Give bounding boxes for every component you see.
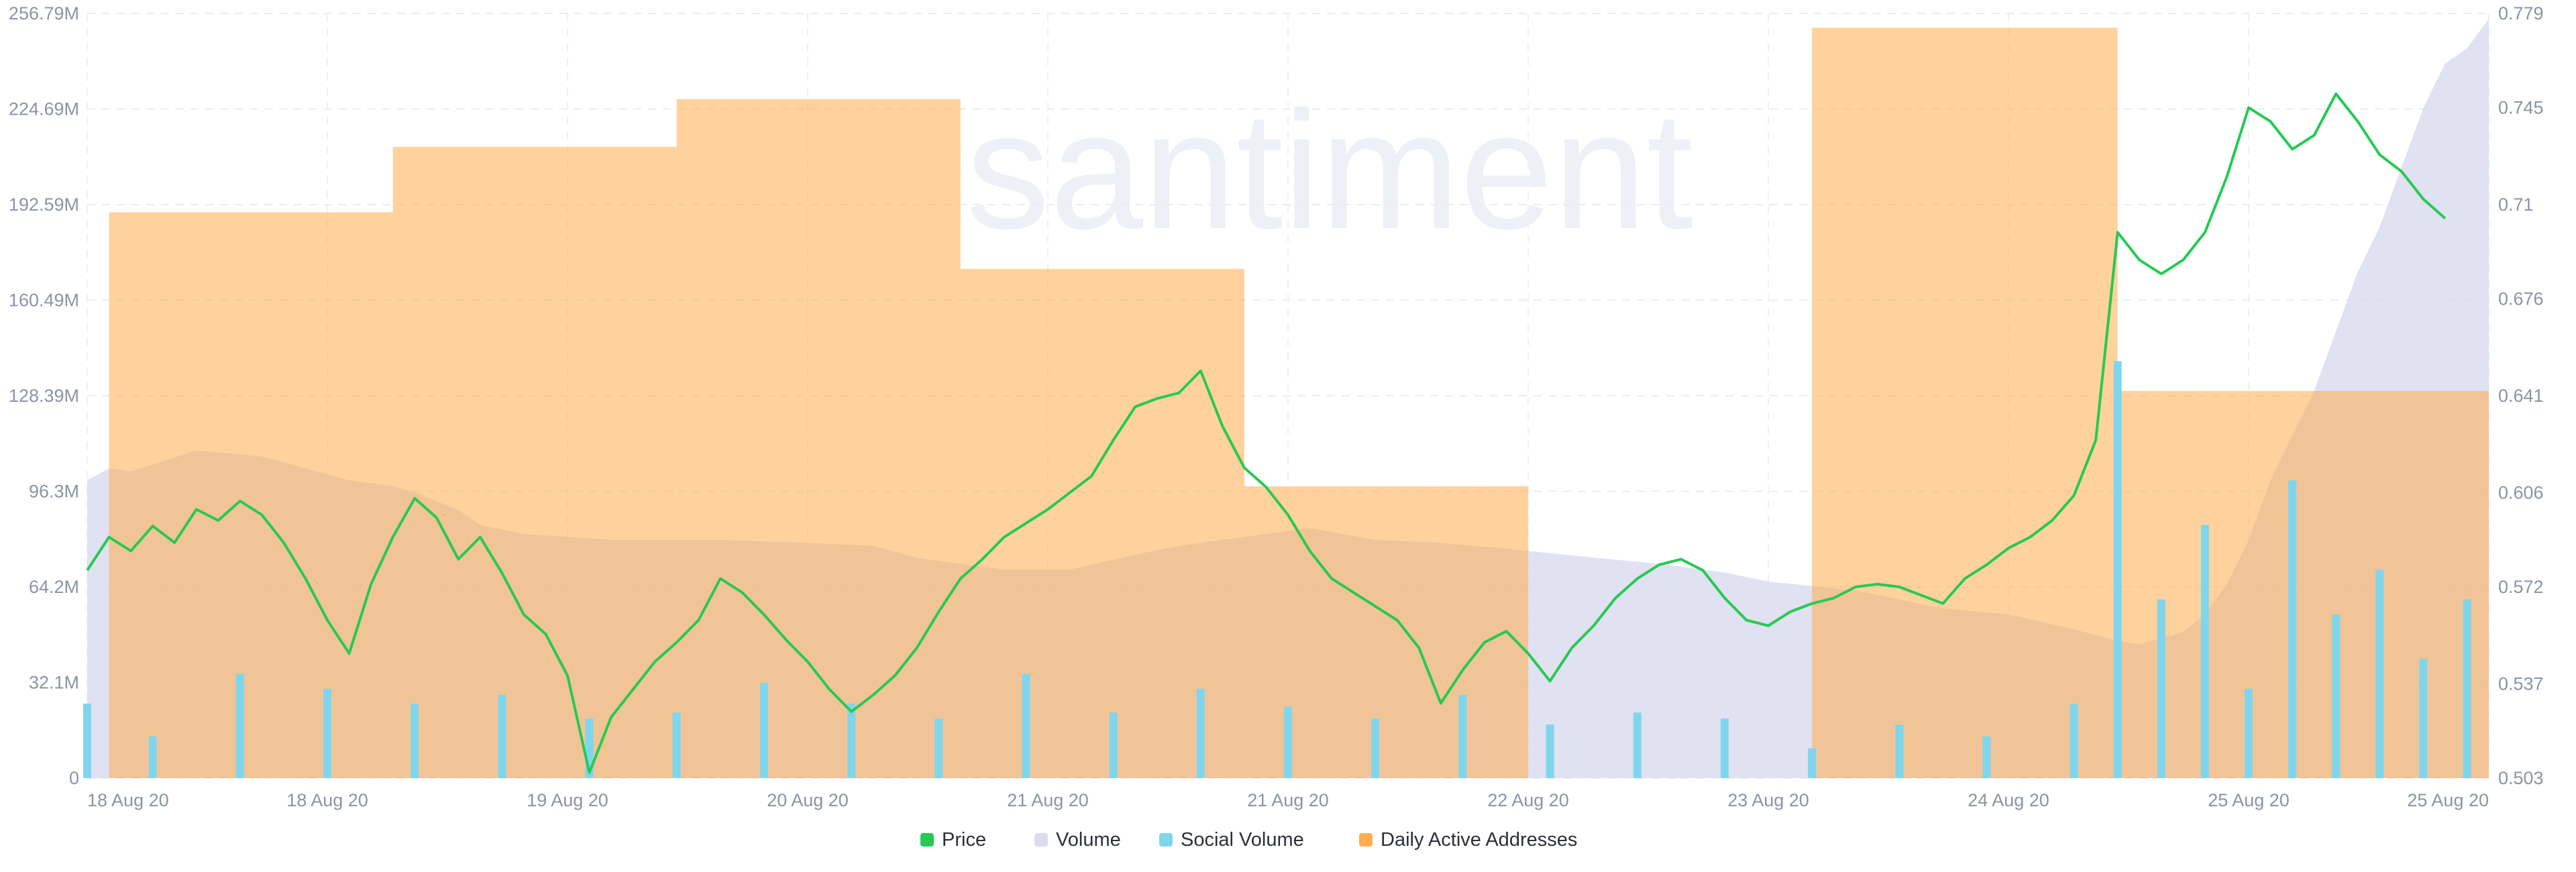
x-tick-label-9: 25 Aug 20 [2208,790,2290,810]
social-volume-bar-14 [1284,706,1292,778]
x-tick-label-5: 21 Aug 20 [1247,790,1329,810]
y-right-tick-label-7: 0.745 [2498,97,2544,117]
social-volume-bar-8 [759,682,768,778]
legend-label-2: Social Volume [1181,829,1304,851]
legend-swatch-0 [920,833,934,847]
daa-bar-1 [392,146,677,778]
y-left-tick-label-5: 160.49M [9,290,79,311]
social-volume-bar-12 [1109,712,1118,778]
social-volume-bar-19 [1720,718,1729,778]
x-tick-label-8: 24 Aug 20 [1968,790,2049,810]
daa-bar-0 [109,212,393,778]
legend[interactable]: Price Volume Social Volume Daily Active Add… [920,829,1577,851]
legend-item-volume[interactable]: Volume [1034,829,1121,851]
price-series [86,92,2447,774]
social-volume-bar-0 [83,704,91,778]
y-right-tick-label-5: 0.676 [2498,288,2544,309]
legend-label-3: Daily Active Addresses [1381,829,1577,851]
social-volume-bar-15 [1371,718,1380,778]
price-line [86,92,2447,774]
social-volume-bar-21 [1895,724,1904,778]
x-tick-label-6: 22 Aug 20 [1487,790,1569,810]
social-volume-bar-4 [411,704,419,778]
social-volume-bar-3 [323,688,331,778]
x-tick-label-1: 18 Aug 20 [286,790,368,810]
social-volume-bar-16 [1458,694,1467,778]
social-volume-bar-24 [2113,361,2122,778]
daa-bar-9 [2401,390,2489,778]
social-volume-bar-1 [148,736,157,778]
x-tick-label-3: 20 Aug 20 [767,790,849,810]
y-right-tick-label-2: 0.572 [2498,577,2544,597]
legend-label-0: Price [942,829,986,851]
x-tick-label-7: 23 Aug 20 [1727,790,1809,810]
social-volume-bar-2 [235,673,244,778]
y-right-tick-label-4: 0.641 [2498,386,2544,406]
social-volume-bar-23 [2070,704,2078,778]
social-volume-bar-17 [1546,724,1554,778]
social-volume-bar-10 [934,718,943,778]
social-volume-bar-27 [2245,688,2253,778]
y-left-tick-label-0: 0 [69,768,79,788]
social-volume-bar-7 [672,712,681,778]
legend-item-social-volume[interactable]: Social Volume [1159,829,1304,851]
y-left-tick-label-6: 192.59M [9,195,79,215]
social-volume-bar-28 [2288,480,2297,778]
legend-item-price[interactable]: Price [920,829,986,851]
social-volume-bar-30 [2375,569,2384,778]
legend-swatch-2 [1159,833,1173,847]
social-volume-bar-20 [1808,748,1817,778]
social-volume-bar-26 [2200,525,2209,778]
social-volume-bar-31 [2419,659,2428,778]
y-left-tick-label-4: 128.39M [9,386,79,406]
y-left-tick-label-3: 96.3M [29,481,79,501]
x-tick-label-4: 21 Aug 20 [1007,790,1089,810]
y-left-tick-label-2: 64.2M [29,577,79,597]
y-right-tick-label-6: 0.71 [2498,195,2534,215]
y-right-tick-label-3: 0.606 [2498,483,2544,503]
y-left-tick-label-8: 256.79M [9,3,79,23]
y-right-tick-label-0: 0.503 [2498,768,2544,788]
social-volume-series [83,361,2471,778]
social-volume-bar-25 [2157,599,2165,778]
social-volume-bar-18 [1633,712,1642,778]
social-volume-bar-13 [1196,688,1205,778]
x-tick-label-0: 18 Aug 20 [87,790,169,810]
social-volume-bar-22 [1982,736,1991,778]
y-right-tick-label-1: 0.537 [2498,674,2544,694]
legend-swatch-3 [1359,833,1373,847]
axes: 0 32.1M 64.2M 96.3M 128.39M 160.49M 192.59M 224… [9,3,2544,810]
y-left-tick-label-7: 224.69M [9,99,79,119]
legend-item-daily-active-addresses[interactable]: Daily Active Addresses [1359,829,1577,851]
x-tick-label-10: 25 Aug 20 [2407,790,2489,810]
legend-swatch-1 [1034,833,1048,847]
y-left-tick-label-1: 32.1M [29,672,79,692]
social-volume-bar-5 [498,694,506,778]
daa-bar-2 [676,99,961,779]
daa-bar-6 [1812,28,2096,778]
y-right-tick-label-8: 0.779 [2498,3,2544,23]
social-volume-bar-11 [1022,673,1030,778]
legend-label-1: Volume [1056,829,1121,851]
social-volume-bar-9 [847,704,856,778]
x-tick-label-2: 19 Aug 20 [527,790,608,810]
watermark: santiment [966,76,1693,264]
social-volume-bar-32 [2463,599,2471,778]
social-volume-bar-29 [2332,614,2341,778]
